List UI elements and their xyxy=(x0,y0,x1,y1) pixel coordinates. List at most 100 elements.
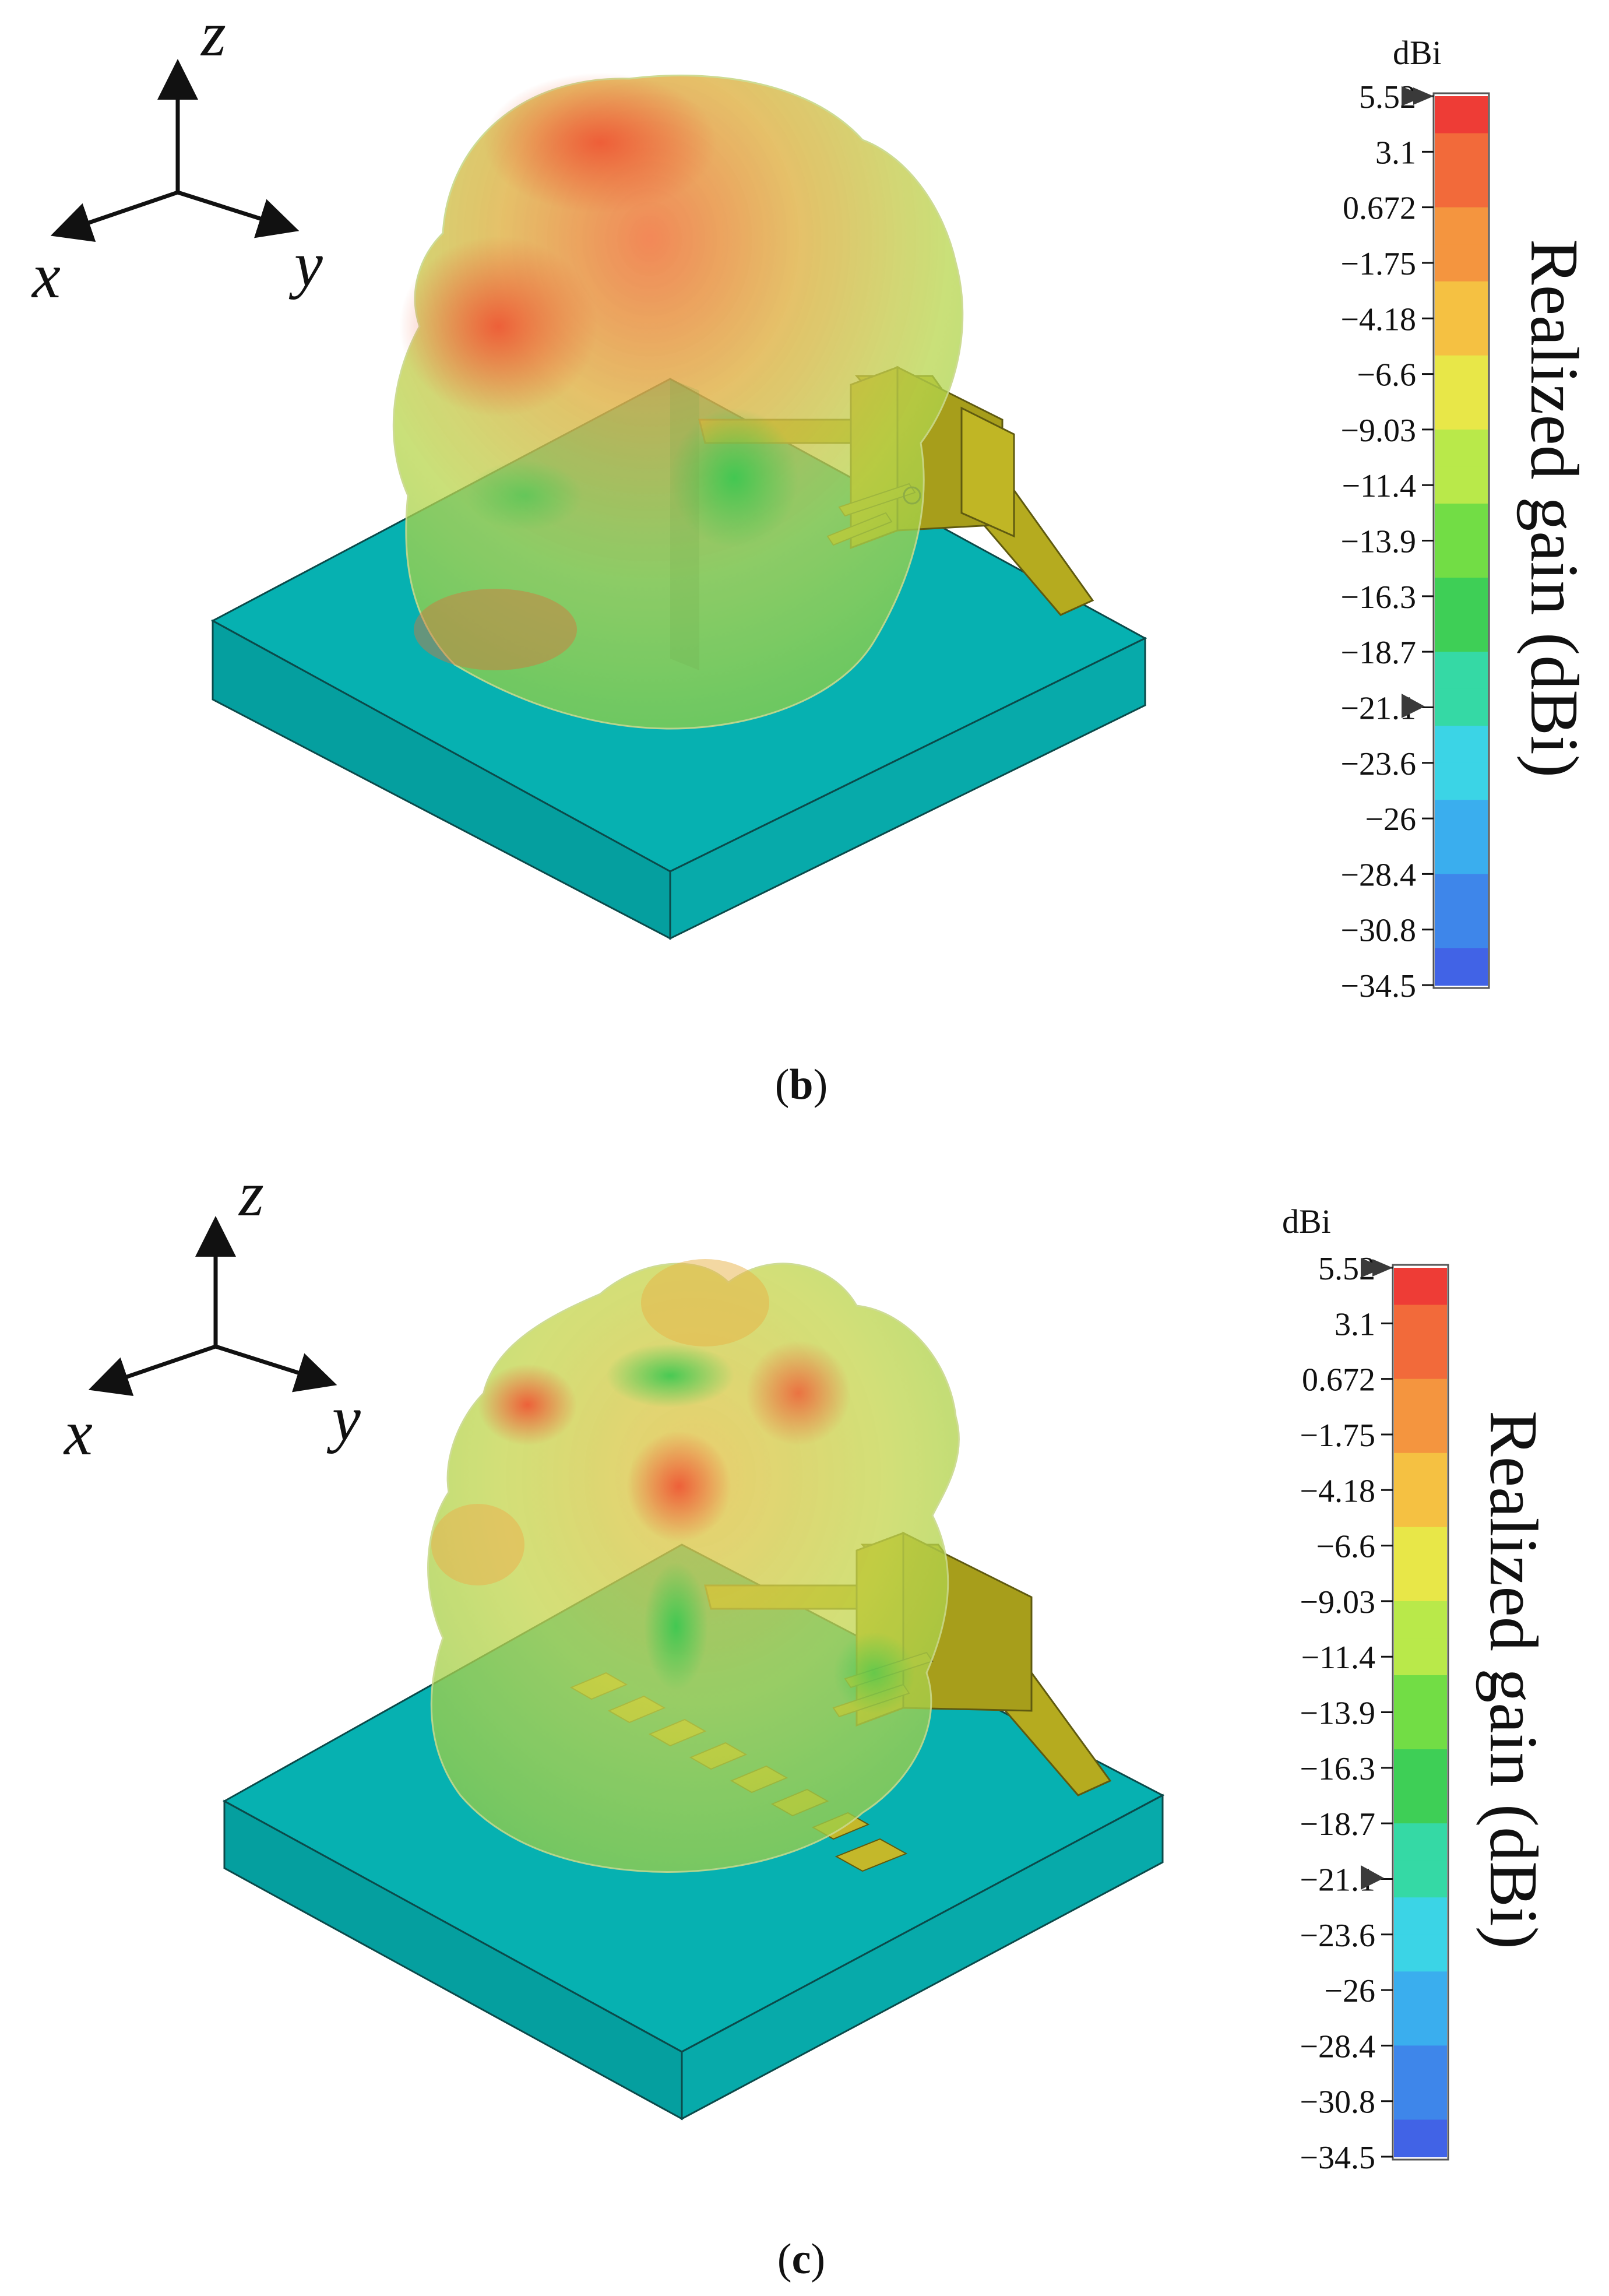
colorbar-tick-label: 3.1 xyxy=(1375,135,1416,171)
colorbar-band xyxy=(1435,207,1488,245)
colorbar-tick-label: −13.9 xyxy=(1300,1696,1375,1732)
colorbar-tick-label: −34.5 xyxy=(1300,2140,1375,2176)
axis-triad: z x y xyxy=(31,0,323,311)
colorbar-band xyxy=(1394,1490,1447,1528)
colorbar-band xyxy=(1435,910,1488,949)
colorbar-tick-label: −1.75 xyxy=(1340,246,1416,282)
panel-c: z x y xyxy=(63,1158,1552,2283)
colorbar-tick-label: −13.9 xyxy=(1340,524,1416,560)
colorbar-band xyxy=(1394,1342,1447,1380)
colorbar-title: Realized gain (dBi) xyxy=(1516,239,1593,778)
colorbar-band xyxy=(1435,688,1488,727)
axis-label-x: x xyxy=(31,240,61,311)
colorbar-band xyxy=(1435,540,1488,579)
colorbar-band xyxy=(1394,1675,1447,1713)
colorbar-band xyxy=(1435,429,1488,467)
colorbar-tick-label: −28.4 xyxy=(1340,857,1416,893)
colorbar-band xyxy=(1394,1934,1447,1972)
colorbar-band xyxy=(1435,836,1488,875)
colorbar-band xyxy=(1435,170,1488,208)
colorbar-tick-label: −6.6 xyxy=(1316,1529,1375,1565)
colorbar-tick-label: −11.4 xyxy=(1301,1640,1375,1676)
colorbar-max-marker-2 xyxy=(1372,1259,1393,1277)
colorbar-band xyxy=(1435,392,1488,430)
colorbar-title: Realized gain (dBi) xyxy=(1476,1411,1552,1949)
colorbar: dBi 5.523.10.672−1.75−4.18−6.6−9.03−11.4… xyxy=(1282,1203,1552,2176)
colorbar-band xyxy=(1435,281,1488,319)
colorbar-band xyxy=(1435,614,1488,653)
colorbar-tick-label: −1.75 xyxy=(1300,1418,1375,1454)
colorbar-tick-label: −9.03 xyxy=(1300,1584,1375,1620)
colorbar-tick-label: −26 xyxy=(1324,1973,1375,2009)
colorbar-tick-label: 3.1 xyxy=(1335,1306,1375,1342)
colorbar-band xyxy=(1435,800,1488,838)
colorbar-min-marker xyxy=(1361,1865,1384,1890)
colorbar-tick-label: −4.18 xyxy=(1300,1473,1375,1509)
colorbar-tick-label: −18.7 xyxy=(1340,635,1416,671)
colorbar-band xyxy=(1435,874,1488,912)
colorbar-band xyxy=(1394,1564,1447,1602)
panel-b: z x y xyxy=(31,0,1593,1109)
colorbar-band xyxy=(1435,318,1488,356)
axis-label-y: y xyxy=(326,1383,361,1454)
colorbar-band xyxy=(1394,1305,1447,1343)
axis-label-x: x xyxy=(63,1397,93,1468)
colorbar-band xyxy=(1394,1749,1447,1787)
colorbar-tick-label: −23.6 xyxy=(1340,746,1416,782)
colorbar-band xyxy=(1435,652,1488,690)
caption-c: (c) xyxy=(777,2235,825,2283)
colorbar: dBi 5.523.10.672−1.75−4.18−6.6−9.03−11.4… xyxy=(1340,34,1593,1004)
colorbar-band xyxy=(1435,244,1488,282)
colorbar-band xyxy=(1435,355,1488,393)
colorbar-band xyxy=(1394,1786,1447,1824)
caption-b: (b) xyxy=(775,1061,828,1109)
colorbar-band xyxy=(1394,1453,1447,1491)
colorbar-band xyxy=(1394,2119,1447,2157)
colorbar-band xyxy=(1394,1379,1447,1417)
colorbar-band xyxy=(1394,1268,1447,1306)
colorbar-tick-label: −34.5 xyxy=(1340,968,1416,1004)
radiation-pattern-lobe xyxy=(427,1259,960,1873)
colorbar-tick-label: −30.8 xyxy=(1340,913,1416,949)
colorbar-band xyxy=(1394,1712,1447,1750)
colorbar-tick-label: −4.18 xyxy=(1340,301,1416,337)
colorbar-band xyxy=(1394,1416,1447,1454)
colorbar-band xyxy=(1394,1601,1447,1639)
axis-triad: z x y xyxy=(63,1158,361,1468)
colorbar-band xyxy=(1435,726,1488,764)
colorbar-band xyxy=(1435,466,1488,504)
axis-label-y: y xyxy=(288,228,323,300)
colorbar-band xyxy=(1394,1971,1447,2009)
colorbar-unit: dBi xyxy=(1282,1203,1331,1240)
colorbar-tick-label: −23.6 xyxy=(1300,1918,1375,1954)
colorbar-tick-label: −28.4 xyxy=(1300,2028,1375,2065)
colorbar-band xyxy=(1435,948,1488,986)
colorbar-tick-label: −16.3 xyxy=(1340,579,1416,616)
colorbar-tick-label: 0.672 xyxy=(1343,191,1416,227)
colorbar-tick-label: −30.8 xyxy=(1300,2084,1375,2121)
colorbar-tick-label: −26 xyxy=(1365,801,1416,838)
colorbar-band xyxy=(1394,1897,1447,1935)
colorbar-band xyxy=(1394,2008,1447,2047)
colorbar-tick-label: −16.3 xyxy=(1300,1751,1375,1787)
colorbar-band xyxy=(1394,1823,1447,1861)
colorbar-band xyxy=(1394,2045,1447,2083)
colorbar-band xyxy=(1435,503,1488,542)
colorbar-tick-label: −6.6 xyxy=(1357,357,1416,393)
axis-label-z: z xyxy=(200,0,226,69)
radiation-pattern-lobe xyxy=(392,73,964,730)
colorbar-unit: dBi xyxy=(1393,34,1442,72)
colorbar-band xyxy=(1394,1860,1447,1898)
colorbar-tick-label: 0.672 xyxy=(1302,1362,1375,1398)
colorbar-max-marker-2 xyxy=(1413,87,1434,105)
colorbar-band xyxy=(1394,1638,1447,1676)
colorbar-band xyxy=(1394,1527,1447,1565)
colorbar-band xyxy=(1435,762,1488,801)
colorbar-tick-label: −9.03 xyxy=(1340,413,1416,449)
colorbar-tick-label: −18.7 xyxy=(1300,1806,1375,1843)
colorbar-min-marker xyxy=(1402,694,1425,718)
axis-label-z: z xyxy=(238,1158,264,1229)
colorbar-tick-label: −11.4 xyxy=(1342,468,1416,504)
colorbar-band xyxy=(1435,133,1488,171)
